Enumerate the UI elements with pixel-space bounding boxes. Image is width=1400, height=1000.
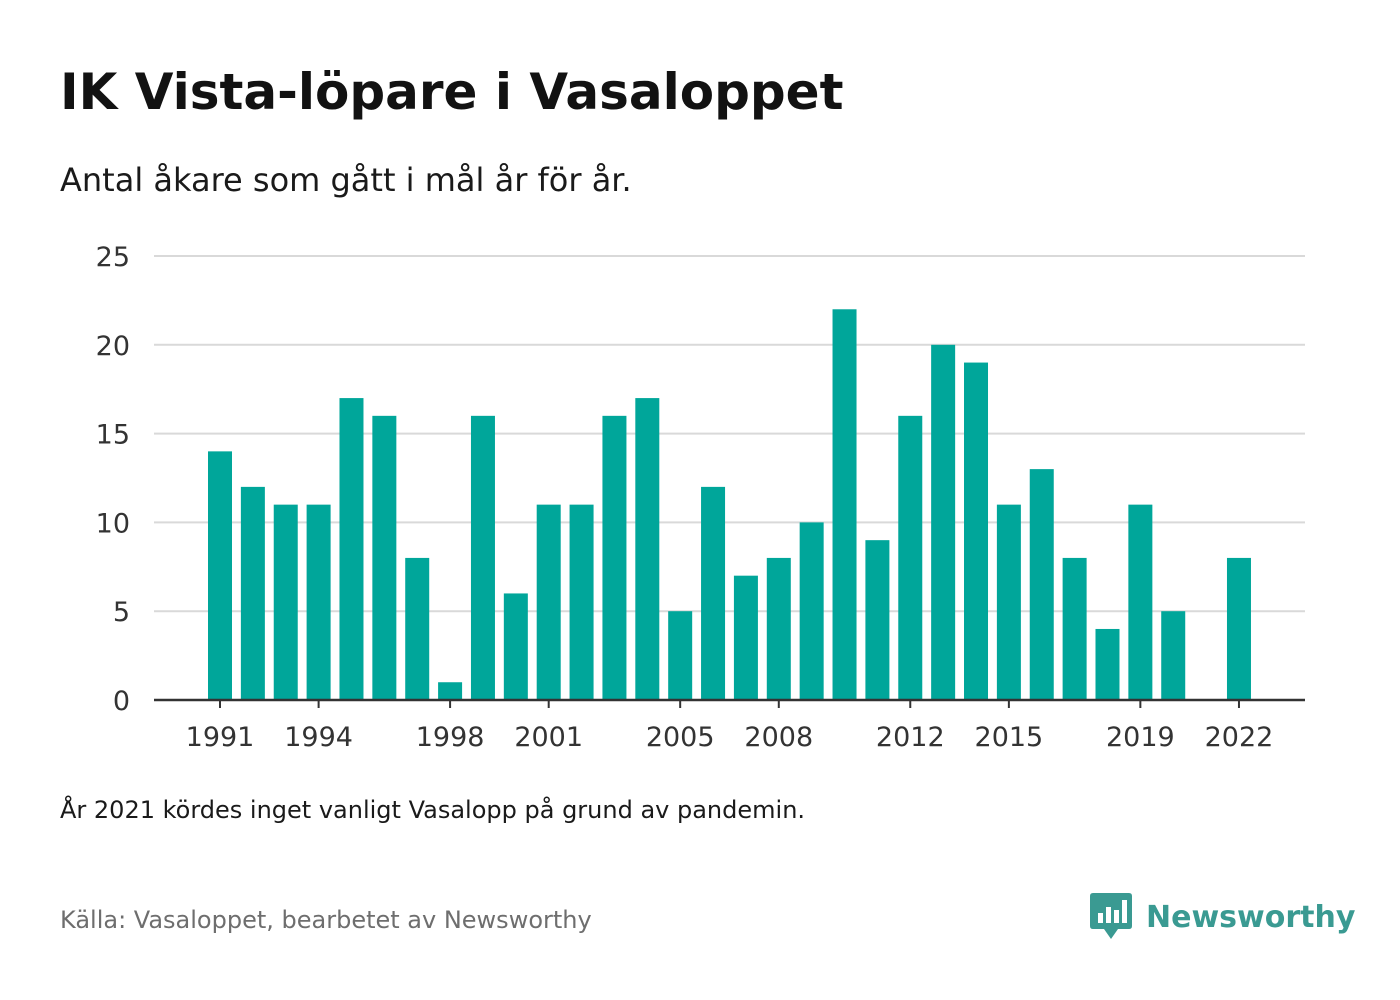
x-tick-label: 2001	[514, 722, 583, 753]
x-tick-label: 2015	[975, 722, 1044, 753]
y-axis-labels: 0 5 10 15 20 25	[96, 242, 130, 717]
chart-title: IK Vista-löpare i Vasaloppet	[60, 63, 844, 121]
chart-subtitle: Antal åkare som gått i mål år för år.	[60, 161, 632, 199]
source-text: Källa: Vasaloppet, bearbetet av Newswort…	[60, 906, 592, 934]
y-tick-label: 5	[113, 597, 130, 628]
bar-2009	[799, 522, 824, 700]
bar-1998	[438, 682, 463, 700]
bar-2003	[602, 415, 627, 700]
x-tick-label: 2012	[876, 722, 945, 753]
bar-2001	[536, 504, 561, 700]
bars	[208, 309, 1251, 700]
x-tick-label: 1991	[186, 722, 255, 753]
x-axis: 1991 1994 1998 2001 2005 2008 2012 2015 2019 2022	[154, 698, 1305, 753]
brand-logo[interactable]: Newsworthy	[1090, 893, 1355, 941]
y-tick-label: 0	[113, 686, 130, 717]
bar-2007	[733, 575, 758, 700]
x-tick-label: 2008	[744, 722, 813, 753]
y-tick-label: 20	[96, 331, 130, 362]
y-tick-label: 25	[96, 242, 130, 273]
bar-1993	[273, 504, 298, 700]
bar-2017	[1062, 557, 1087, 700]
x-tick-label: 2005	[646, 722, 715, 753]
x-tick-label: 1994	[284, 722, 353, 753]
bar-2020	[1161, 611, 1186, 700]
bar-2004	[635, 398, 660, 700]
bar-2010	[832, 309, 857, 700]
bar-2012	[898, 415, 923, 700]
y-tick-label: 10	[96, 508, 130, 539]
bar-2011	[865, 540, 890, 700]
bar-2002	[569, 504, 594, 700]
bar-1994	[306, 504, 331, 700]
bar-2022	[1226, 557, 1251, 700]
bar-1991	[208, 451, 232, 700]
brand-name: Newsworthy	[1146, 899, 1356, 935]
bar-1995	[339, 398, 364, 700]
bar-2014	[964, 362, 989, 700]
bar-2000	[503, 593, 528, 700]
bar-1992	[240, 486, 265, 700]
x-tick-label: 1998	[416, 722, 485, 753]
bar-1997	[405, 557, 430, 700]
bar-2015	[996, 504, 1021, 700]
bar-2018	[1095, 628, 1120, 700]
bar-2016	[1029, 469, 1054, 700]
bar-chart: 0 5 10 15 20 25 1991 1994 1998 2001 2005 2008 2012 2…	[96, 242, 1305, 753]
x-tick-label: 2019	[1106, 722, 1175, 753]
y-tick-label: 15	[96, 420, 130, 451]
bar-2005	[668, 611, 693, 700]
bar-1996	[372, 415, 397, 700]
x-tick-label: 2022	[1205, 722, 1274, 753]
bar-2006	[701, 486, 726, 700]
chart-note: År 2021 kördes inget vanligt Vasalopp på…	[60, 796, 806, 824]
bar-2019	[1128, 504, 1153, 700]
bar-2013	[931, 344, 956, 700]
bar-1999	[470, 415, 495, 700]
bar-2008	[766, 557, 791, 700]
newsworthy-logo-icon	[1090, 893, 1132, 939]
